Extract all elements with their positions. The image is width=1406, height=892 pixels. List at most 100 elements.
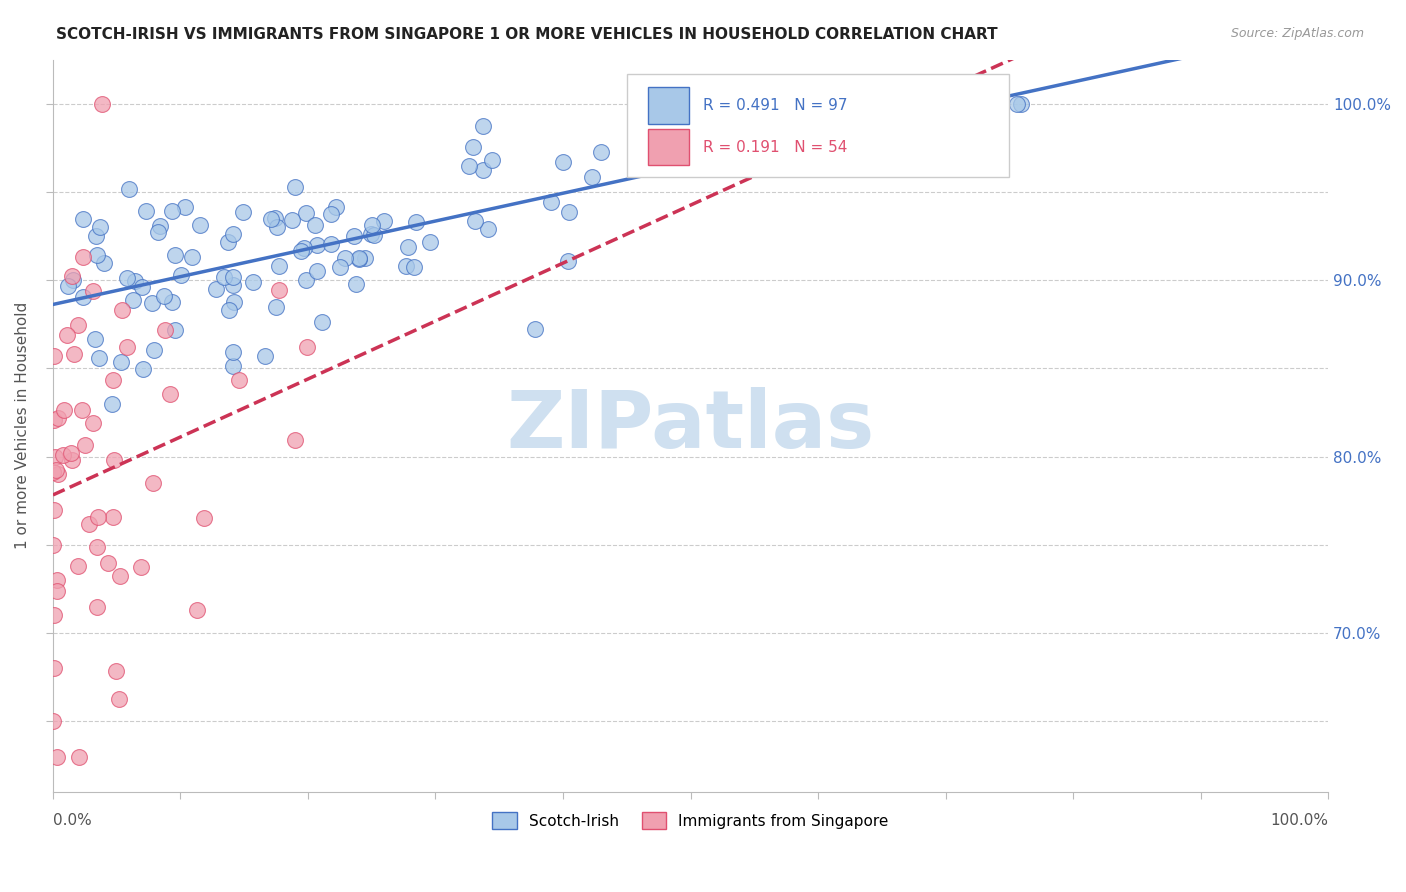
Text: 0.0%: 0.0% — [53, 814, 91, 828]
Point — [396, 240, 419, 254]
Point — [477, 222, 499, 236]
Point — [72, 290, 94, 304]
Point — [228, 373, 250, 387]
Point — [77, 516, 100, 531]
Point — [266, 219, 288, 234]
Point — [775, 96, 797, 111]
Point — [222, 345, 245, 359]
Point — [108, 569, 131, 583]
Point — [46, 411, 69, 425]
Point — [46, 467, 69, 482]
Point — [1010, 96, 1032, 111]
Point — [124, 274, 146, 288]
Point — [115, 340, 138, 354]
Point — [44, 463, 66, 477]
Point — [481, 153, 503, 167]
Point — [62, 347, 84, 361]
Point — [224, 295, 246, 310]
Point — [186, 602, 208, 616]
Point — [101, 373, 124, 387]
Point — [304, 219, 326, 233]
Point — [295, 206, 318, 220]
Point — [373, 214, 395, 228]
Point — [335, 251, 357, 265]
Point — [295, 340, 318, 354]
Point — [165, 324, 187, 338]
Point — [66, 559, 89, 574]
Point — [281, 212, 304, 227]
Point — [84, 332, 107, 346]
Point — [46, 749, 69, 764]
Point — [461, 140, 484, 154]
Point — [347, 252, 370, 267]
Point — [242, 275, 264, 289]
Point — [160, 294, 183, 309]
Point — [269, 259, 291, 273]
Text: Source: ZipAtlas.com: Source: ZipAtlas.com — [1230, 27, 1364, 40]
Point — [346, 277, 368, 291]
Point — [205, 282, 228, 296]
Text: 100.0%: 100.0% — [1270, 814, 1329, 828]
Point — [395, 259, 418, 273]
Point — [343, 228, 366, 243]
Point — [347, 251, 370, 265]
Point — [42, 465, 65, 479]
Point — [115, 270, 138, 285]
Point — [284, 180, 307, 194]
Point — [181, 250, 204, 264]
Point — [101, 397, 124, 411]
Point — [110, 355, 132, 369]
Point — [222, 359, 245, 374]
Point — [44, 450, 66, 465]
Point — [1005, 96, 1028, 111]
Point — [264, 300, 287, 314]
Point — [360, 227, 382, 241]
Point — [232, 205, 254, 219]
Point — [402, 260, 425, 274]
Point — [60, 268, 83, 283]
Point — [218, 303, 240, 318]
Point — [557, 254, 579, 268]
Point — [42, 538, 65, 552]
Point — [52, 448, 75, 462]
Text: R = 0.191   N = 54: R = 0.191 N = 54 — [703, 140, 848, 155]
Point — [311, 315, 333, 329]
Point — [72, 211, 94, 226]
Point — [419, 235, 441, 249]
Point — [67, 749, 90, 764]
Point — [221, 269, 243, 284]
Point — [86, 541, 108, 555]
Point — [131, 280, 153, 294]
Point — [82, 417, 104, 431]
Point — [108, 692, 131, 706]
Point — [42, 714, 65, 729]
Point — [165, 248, 187, 262]
Point — [589, 145, 612, 160]
Point — [121, 293, 143, 307]
Point — [254, 349, 277, 363]
Point — [132, 362, 155, 376]
Point — [222, 277, 245, 292]
Point — [55, 328, 77, 343]
Text: ZIPatlas: ZIPatlas — [506, 387, 875, 465]
Point — [212, 269, 235, 284]
Point — [91, 96, 114, 111]
Text: R = 0.491   N = 97: R = 0.491 N = 97 — [703, 98, 848, 113]
Point — [523, 322, 546, 336]
Point — [321, 237, 343, 252]
Legend: Scotch-Irish, Immigrants from Singapore: Scotch-Irish, Immigrants from Singapore — [486, 805, 896, 836]
Point — [363, 228, 385, 243]
Point — [66, 318, 89, 332]
Point — [464, 214, 486, 228]
Point — [44, 661, 66, 675]
Point — [72, 402, 94, 417]
Point — [170, 268, 193, 283]
Point — [471, 120, 494, 134]
Point — [174, 200, 197, 214]
Point — [329, 260, 352, 275]
Point — [53, 403, 76, 417]
Point — [290, 244, 312, 258]
Point — [295, 273, 318, 287]
Point — [162, 203, 184, 218]
Point — [46, 583, 69, 598]
